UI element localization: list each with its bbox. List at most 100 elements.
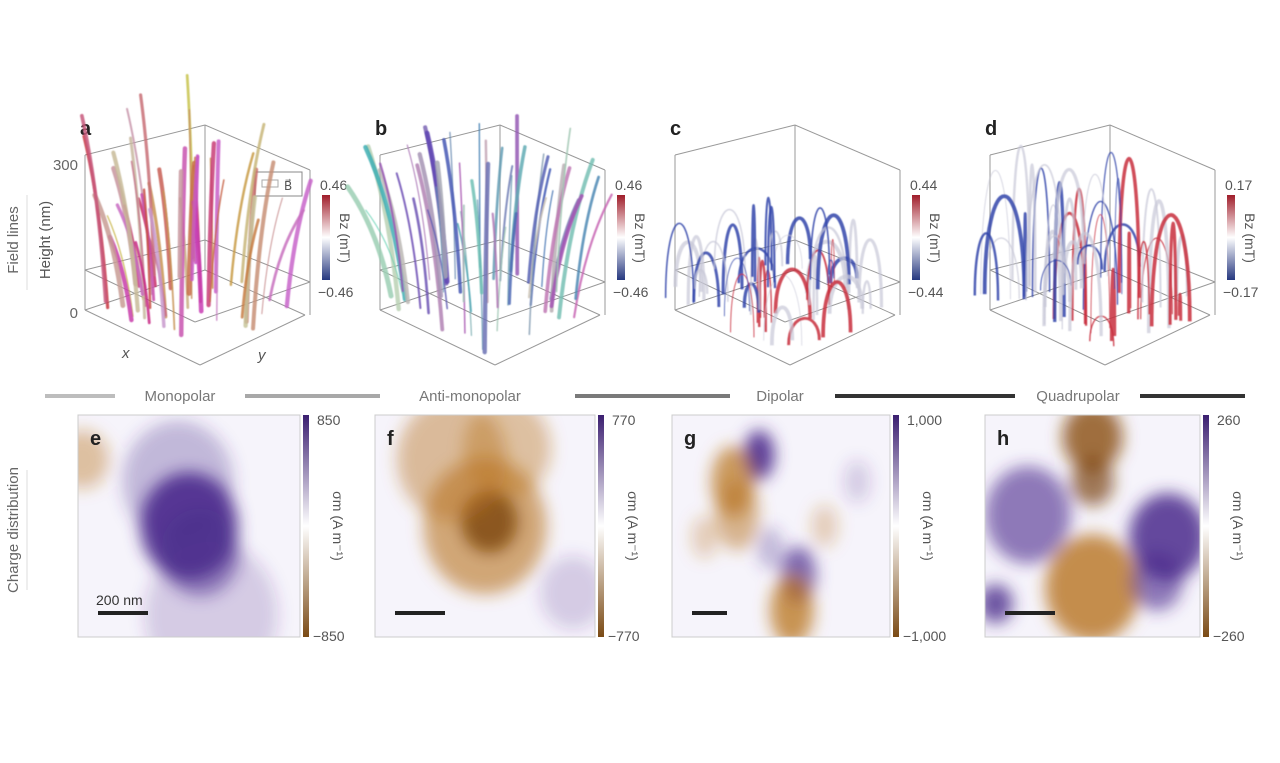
colorbar-min: −260 xyxy=(1213,628,1245,644)
charge-map-panel-h: h 260 −260 σm (A m⁻¹) xyxy=(979,403,1246,644)
charge-heatmap xyxy=(979,403,1207,642)
field-line xyxy=(180,171,181,276)
field-line xyxy=(1170,223,1176,325)
colorbar-max: 0.44 xyxy=(910,177,937,193)
x-axis-label: x xyxy=(121,345,130,362)
panel-letter: h xyxy=(997,428,1009,450)
field-line xyxy=(984,238,1019,299)
field-line xyxy=(576,177,599,299)
field-line xyxy=(775,269,810,318)
colorbar-label: Bz (mT) xyxy=(632,213,648,263)
category-quadrupolar: Quadrupolar xyxy=(1036,388,1245,405)
charge-blob xyxy=(122,421,233,543)
charge-blob xyxy=(770,575,814,646)
colorbar-max: 0.46 xyxy=(320,177,347,193)
charge-blob xyxy=(692,516,718,559)
field-line xyxy=(764,275,802,346)
colorbar-min: −0.44 xyxy=(908,284,944,300)
panel-letter: c xyxy=(670,118,681,140)
charge-blob xyxy=(979,584,1013,623)
charge-heatmap xyxy=(375,398,606,637)
category-label: Dipolar xyxy=(756,388,804,405)
scale-bar xyxy=(395,611,445,615)
sigma-colorbar xyxy=(1203,415,1209,637)
field-line xyxy=(1129,233,1130,313)
charge-blob xyxy=(145,542,278,689)
colorbar-label: σm (A m⁻¹) xyxy=(1230,491,1246,561)
y-axis-label: y xyxy=(257,347,267,364)
field-line xyxy=(1179,294,1180,320)
colorbar-label: Bz (mT) xyxy=(337,213,353,263)
colorbar-min: −1,000 xyxy=(903,628,946,644)
height-axis-label: Height (nm) xyxy=(37,201,54,279)
colorbar-max: 260 xyxy=(1217,412,1241,428)
height-tick-min: 0 xyxy=(70,305,78,322)
charge-blob xyxy=(1045,534,1140,641)
colorbar-min: −0.46 xyxy=(613,284,649,300)
colorbar-label: σm (A m⁻¹) xyxy=(330,491,346,561)
field-line xyxy=(863,281,871,313)
row-label-charge-distribution: Charge distribution xyxy=(5,467,22,593)
field-legend-label: B⃗ xyxy=(284,178,292,193)
scale-bar xyxy=(98,611,148,615)
bz-colorbar xyxy=(912,195,920,280)
charge-map-panel-f: f 770 −770 σm (A m⁻¹) xyxy=(375,398,641,644)
colorbar-max: 770 xyxy=(612,412,636,428)
charge-blob xyxy=(812,505,838,548)
category-anti-monopolar: Anti-monopolar xyxy=(419,388,730,405)
charge-blob xyxy=(985,466,1071,564)
field-lines xyxy=(82,75,311,335)
sigma-colorbar xyxy=(598,415,604,637)
charge-blob xyxy=(757,527,783,570)
panel-letter: f xyxy=(387,428,394,450)
colorbar-label: Bz (mT) xyxy=(1242,213,1258,263)
panel-letter: b xyxy=(375,118,387,140)
field-line xyxy=(287,181,311,306)
category-label: Quadrupolar xyxy=(1036,388,1119,405)
field-line xyxy=(485,164,488,352)
colorbar-label: σm (A m⁻¹) xyxy=(920,491,936,561)
category-monopolar: Monopolar xyxy=(45,388,380,405)
bz-colorbar xyxy=(617,195,625,280)
panel-letter: g xyxy=(684,428,696,450)
field-line xyxy=(823,282,850,337)
row-label-field-lines: Field lines xyxy=(5,206,22,274)
field-lines-panel-b: b 0.46 −0.46 Bz (mT) xyxy=(348,116,649,365)
colorbar-max: 0.46 xyxy=(615,177,642,193)
sigma-colorbar xyxy=(893,415,899,637)
charge-blob xyxy=(1071,457,1114,506)
charge-blob xyxy=(716,479,760,550)
category-label: Anti-monopolar xyxy=(419,388,521,405)
colorbar-label: Bz (mT) xyxy=(927,213,943,263)
colorbar-min: −0.46 xyxy=(318,284,354,300)
field-line xyxy=(529,157,549,282)
panel-letter: e xyxy=(90,428,101,450)
field-lines xyxy=(666,198,882,346)
charge-blob xyxy=(463,399,551,497)
charge-blob xyxy=(540,556,606,629)
charge-heatmap xyxy=(56,415,300,688)
colorbar-max: 850 xyxy=(317,412,341,428)
sigma-colorbar xyxy=(303,415,309,637)
field-legend: B⃗ xyxy=(255,172,302,196)
bz-colorbar xyxy=(1227,195,1235,280)
charge-blob xyxy=(844,460,870,503)
field-line xyxy=(752,205,755,282)
field-line xyxy=(497,227,505,330)
colorbar-min: −770 xyxy=(608,628,640,644)
colorbar-min: −850 xyxy=(313,628,345,644)
height-tick-max: 300 xyxy=(53,157,78,174)
bz-colorbar xyxy=(322,195,330,280)
colorbar-label: σm (A m⁻¹) xyxy=(625,491,641,561)
scale-bar xyxy=(692,611,727,615)
colorbar-max: 0.17 xyxy=(1225,177,1252,193)
scale-bar xyxy=(1005,611,1055,615)
colorbar-min: −0.17 xyxy=(1223,284,1259,300)
category-dipolar: Dipolar xyxy=(756,388,1015,405)
charge-blob xyxy=(1131,552,1183,611)
